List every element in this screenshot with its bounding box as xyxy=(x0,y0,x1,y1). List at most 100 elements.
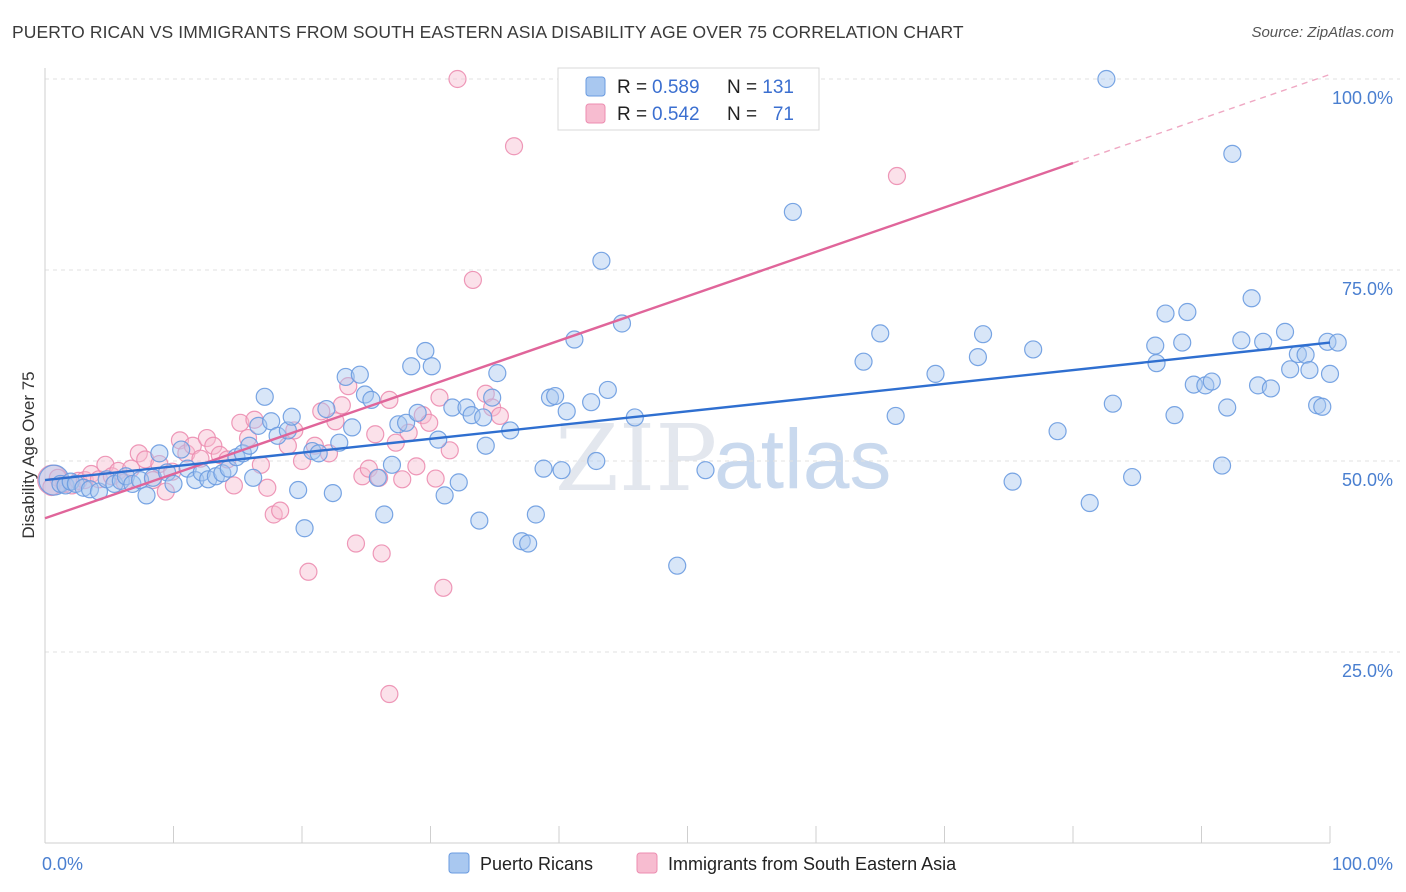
data-point xyxy=(1328,333,1347,352)
data-point xyxy=(973,325,993,344)
data-point xyxy=(1320,364,1340,384)
chart-title: PUERTO RICAN VS IMMIGRANTS FROM SOUTH EA… xyxy=(12,22,964,42)
data-point xyxy=(408,403,427,422)
data-point xyxy=(598,380,617,400)
data-point xyxy=(366,425,385,444)
data-point xyxy=(204,436,223,455)
data-point xyxy=(164,474,183,494)
x-axis-ticks xyxy=(44,826,1331,843)
watermark-atlas: atlas xyxy=(714,412,891,506)
data-point xyxy=(255,387,274,406)
bottom-legend-label-puerto-ricans: Puerto Ricans xyxy=(480,854,593,874)
data-point xyxy=(490,406,509,426)
y-tick-labels: 25.0% 50.0% 75.0% 100.0% xyxy=(1332,88,1393,681)
data-point xyxy=(323,483,342,503)
x-tick-label-max: 100.0% xyxy=(1332,854,1393,874)
data-point xyxy=(156,482,175,501)
data-point xyxy=(534,459,553,478)
bottom-legend: Puerto Ricans Immigrants from South East… xyxy=(448,852,957,874)
y-tick-label: 25.0% xyxy=(1342,661,1393,681)
data-point xyxy=(299,562,318,581)
data-point xyxy=(483,388,502,407)
data-point xyxy=(407,457,426,476)
data-point xyxy=(1281,360,1300,379)
data-point xyxy=(430,388,449,407)
y-tick-label: 75.0% xyxy=(1342,279,1393,299)
data-point xyxy=(968,347,988,367)
data-point xyxy=(1218,398,1237,417)
data-point xyxy=(546,386,565,406)
data-point xyxy=(1202,372,1221,391)
data-point xyxy=(426,469,445,488)
trend-line-immigrants xyxy=(44,161,1074,520)
data-point xyxy=(434,578,453,597)
data-point xyxy=(557,402,576,421)
data-point xyxy=(1147,354,1166,373)
legend-n-value-1: 131 xyxy=(762,77,794,98)
data-point xyxy=(435,486,454,505)
data-point xyxy=(244,468,263,487)
data-point xyxy=(402,357,421,376)
data-point xyxy=(343,418,362,437)
data-point xyxy=(926,364,945,384)
data-point xyxy=(582,393,601,412)
data-point xyxy=(668,556,687,575)
data-point xyxy=(854,352,873,371)
data-point xyxy=(389,415,408,434)
data-point xyxy=(1178,302,1197,322)
data-point xyxy=(696,461,715,480)
data-point xyxy=(1156,304,1175,323)
data-point xyxy=(289,480,308,500)
data-point xyxy=(1232,331,1251,350)
data-point xyxy=(368,468,387,487)
data-point xyxy=(783,202,802,222)
data-point xyxy=(519,534,538,553)
data-point xyxy=(443,398,462,417)
y-tick-label: 100.0% xyxy=(1332,88,1393,108)
data-point xyxy=(462,406,481,425)
data-point xyxy=(1123,467,1142,487)
data-point xyxy=(887,166,907,186)
data-point xyxy=(552,461,571,480)
series-immigrants-points xyxy=(37,69,907,704)
data-point xyxy=(346,534,366,553)
data-point xyxy=(332,396,351,415)
data-point xyxy=(1313,397,1332,416)
data-point xyxy=(1103,394,1122,413)
data-point xyxy=(336,367,355,387)
data-point xyxy=(1003,472,1022,491)
data-point xyxy=(886,406,905,426)
data-point xyxy=(382,455,402,474)
data-point xyxy=(271,501,290,520)
legend-swatch-blue xyxy=(585,76,606,97)
y-axis-title: Disability Age Over 75 xyxy=(19,371,38,538)
data-point xyxy=(474,408,493,427)
data-point xyxy=(871,324,890,343)
data-point xyxy=(1242,289,1261,308)
bottom-legend-label-immigrants: Immigrants from South Eastern Asia xyxy=(668,854,957,874)
top-legend: R = 0.589 N = 131 R = 0.542 N = 71 xyxy=(557,67,820,131)
data-point xyxy=(448,69,467,89)
data-point xyxy=(396,413,416,432)
legend-swatch-pink xyxy=(585,103,606,124)
data-point xyxy=(476,436,495,455)
data-point xyxy=(393,470,412,489)
data-point xyxy=(231,413,250,432)
data-point xyxy=(1261,379,1280,398)
data-point xyxy=(470,511,489,530)
data-point xyxy=(420,413,439,432)
bottom-legend-swatch-blue xyxy=(448,852,470,874)
data-point xyxy=(375,505,394,524)
data-point xyxy=(197,428,217,448)
data-point xyxy=(526,505,545,524)
gridlines xyxy=(45,78,1400,653)
data-point xyxy=(1300,360,1319,380)
source-label: Source: ZipAtlas.com xyxy=(1251,24,1394,41)
data-point xyxy=(317,399,336,419)
legend-r-label-1: R = xyxy=(617,77,647,98)
data-point xyxy=(295,519,314,538)
data-point xyxy=(350,365,369,384)
data-point xyxy=(463,270,483,290)
data-point xyxy=(1212,456,1232,475)
data-point xyxy=(224,476,243,495)
